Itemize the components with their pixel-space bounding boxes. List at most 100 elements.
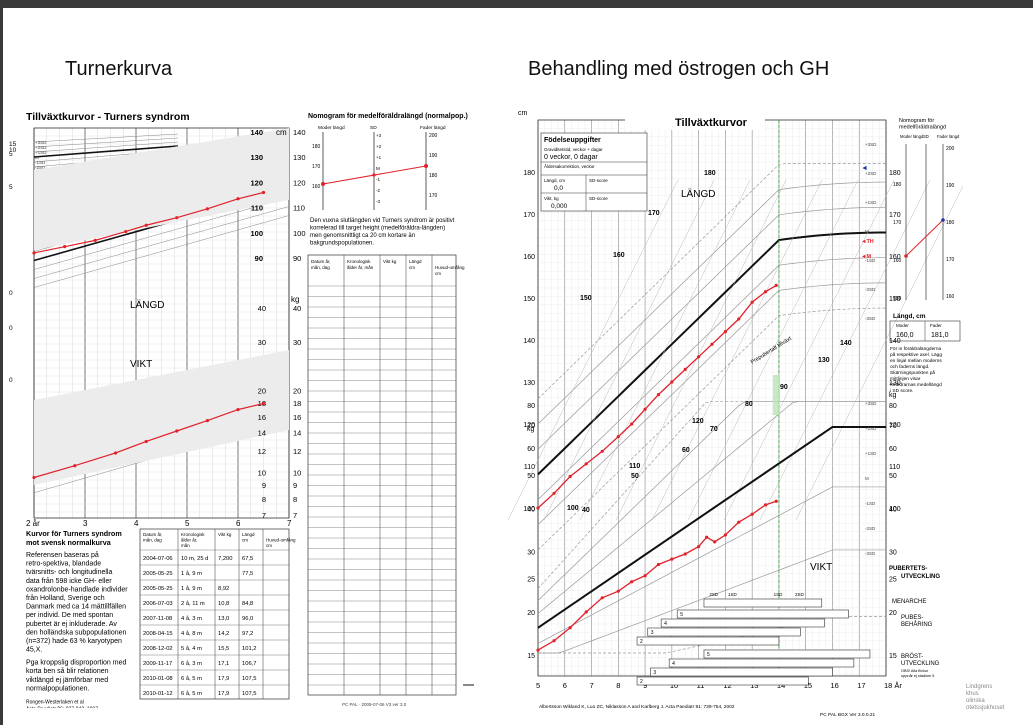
weight-point (205, 418, 209, 423)
info-weight-label: Vikt, kg (544, 196, 559, 201)
meas-cell: 2005-05-25 (143, 586, 173, 592)
weight-ref-curve (537, 486, 886, 644)
weight-point (670, 557, 674, 561)
weight-point (656, 562, 661, 567)
menarche-sd: 2SD (795, 592, 805, 597)
sd-label-length: -3SD (865, 316, 876, 321)
x-tick: 5 (536, 681, 540, 690)
weight-ref-curve (537, 425, 886, 629)
nomo-mother-label: Moder (896, 323, 909, 328)
length-tick-inner: 140 (250, 128, 263, 137)
meas-header: Datum år, (143, 531, 163, 537)
weight-tick-right: 15 (889, 653, 897, 660)
breast-stage-num: 5 (707, 652, 710, 658)
pubic-stage-num: 2 (640, 639, 643, 645)
nomo-mother-point (904, 254, 908, 258)
weight-tick-right: 70 (889, 423, 897, 430)
weight-point (175, 429, 179, 433)
pubic-label: PUBES- (901, 615, 923, 621)
iso-guide (615, 179, 787, 521)
right-reference-curves (507, 120, 963, 676)
length-tick-right: 140 (889, 338, 901, 345)
head-sd-label: M (35, 155, 39, 160)
iso-guide (543, 179, 715, 521)
left-cut-tick: 0 (9, 325, 13, 332)
info-sd-label: SD-score (589, 196, 608, 201)
x-tick: 7 (590, 681, 594, 690)
weight-tick: 50 (527, 473, 535, 480)
length-tick: 150 (523, 296, 535, 303)
nomo-sd-tick: +1 (376, 155, 382, 160)
weight-tick: 8 (293, 495, 297, 504)
length-point (568, 474, 572, 479)
length-point (643, 407, 647, 411)
meas-cell: 84,8 (242, 601, 253, 607)
length-tick-inner: 110 (251, 204, 263, 213)
pubic-stage-num: 3 (651, 630, 654, 636)
weight-band (34, 350, 289, 485)
pubic-stage-box (647, 627, 801, 637)
weight-tick: 20 (293, 386, 301, 395)
weight-tick-inner: 14 (258, 429, 266, 438)
length-region-label: LÄNGD (130, 299, 164, 311)
legend-title: mot svensk normalkurva (26, 538, 112, 547)
meas-cell: 17,1 (218, 661, 229, 667)
length-tick-inner: 90 (255, 254, 263, 263)
left-cut-tick: 0 (9, 290, 13, 297)
length-tick-inner: 120 (250, 178, 263, 187)
left-series (32, 190, 266, 480)
weight-point (32, 475, 36, 480)
weight-tick: 40 (527, 507, 535, 514)
length-point (261, 190, 266, 195)
weight-curve-label: 40 (582, 507, 590, 514)
breast-stage-num: 3 (653, 670, 656, 676)
sd-label-weight: +2SD (865, 426, 877, 431)
legend-paragraph: data från 598 icke GH- eller (26, 577, 112, 585)
left-cut-tick: 15 (9, 141, 17, 148)
nomo-note: För in föräldralängderna (890, 346, 942, 352)
side-table-header: cm (409, 265, 415, 270)
x-tick: 14 (777, 681, 785, 690)
nomo-note: bakgrundspopulationen. (310, 241, 374, 247)
iso-guide (795, 185, 963, 521)
x-tick: 10 (670, 681, 678, 690)
length-tick: 100 (293, 229, 306, 238)
nomo-h-father: Fader längd (937, 134, 960, 139)
pubic-stage-box (636, 636, 780, 646)
weight-tick: 16 (293, 413, 301, 422)
weight-point (144, 439, 148, 444)
nomo-sd-tick: -3 (376, 199, 380, 204)
weight-tick: 40 (293, 304, 301, 313)
right-info-box: Födelseuppgifter Graviditetstid, veckor +… (540, 132, 648, 212)
length-point (750, 300, 754, 304)
length-unit: cm (276, 128, 287, 137)
weight-tick: 7 (293, 511, 297, 520)
breast-stage-box (636, 676, 809, 686)
th-marker: ◄TH (861, 239, 874, 245)
meas-cell: 2006-07-03 (143, 601, 173, 607)
length-point (124, 229, 128, 234)
weight-region-label: VIKT (130, 359, 152, 370)
nomo-left-tick: 150 (893, 296, 902, 302)
weight-point (763, 503, 768, 507)
length-ref-curve (33, 215, 290, 288)
legend-ref: Acta Paediatr 86: 937-942, 1997 (26, 706, 98, 708)
plot-frame (33, 127, 290, 519)
nomo-left-tick: 160 (893, 258, 902, 264)
nomogram-title: Nomogram för medelföräldralängd (normalp… (308, 113, 468, 120)
length-tick: 100 (523, 506, 535, 513)
length-point (616, 435, 620, 439)
length-point (656, 393, 661, 397)
meas-cell: 107,5 (242, 676, 257, 682)
sd-label-weight: M (865, 476, 869, 481)
x-tick: 8 (616, 681, 620, 690)
meas-cell: 2004-07-06 (143, 556, 173, 562)
length-tick-inner: 130 (250, 153, 263, 162)
meas-cell: 77,5 (242, 571, 253, 577)
length-point (710, 342, 714, 346)
weight-point (552, 639, 556, 643)
watermark-line: olinska (966, 698, 985, 704)
length-point (552, 491, 556, 495)
kg-unit-right: kg (889, 392, 897, 399)
